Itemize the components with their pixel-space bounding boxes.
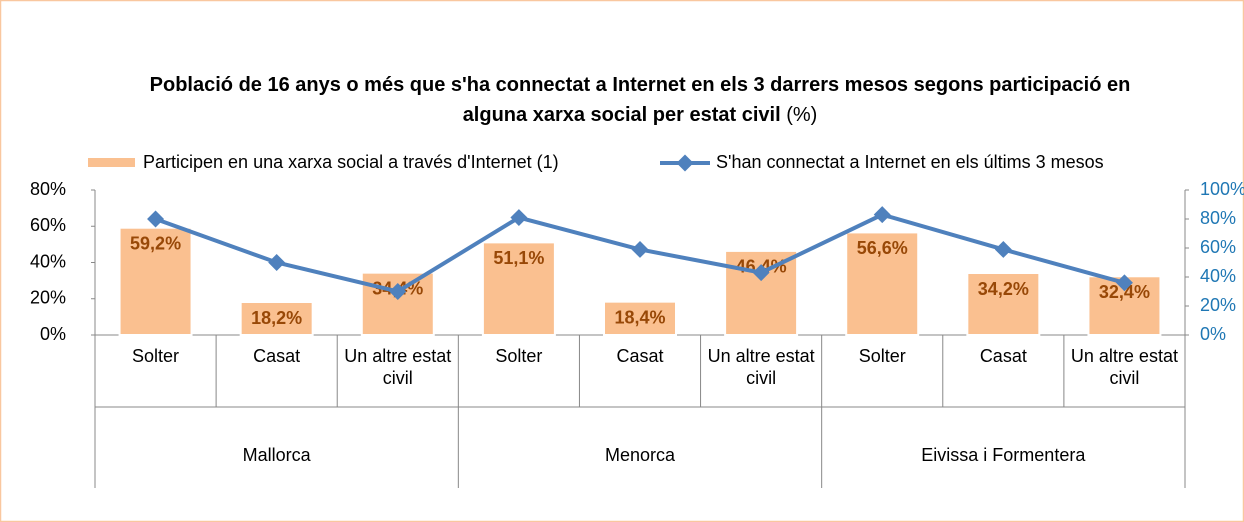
legend-label: S'han connectat a Internet en els últims… xyxy=(716,152,1104,172)
x-tick-label: Un altre estat civil xyxy=(344,346,452,388)
bar xyxy=(239,301,314,337)
group-label: Mallorca xyxy=(242,445,311,465)
data-label: 32,4% xyxy=(1099,282,1150,302)
bar xyxy=(481,241,556,337)
data-label: 18,4% xyxy=(614,307,665,327)
legend-swatch xyxy=(88,158,135,167)
x-tick-label-box: Solter xyxy=(132,346,180,366)
y2-tick-label: 0% xyxy=(1200,324,1226,344)
data-label: 56,6% xyxy=(857,238,908,258)
y2-tick-label: 60% xyxy=(1200,237,1236,257)
line-marker xyxy=(752,264,770,282)
x-tick-label: Casat xyxy=(253,346,301,366)
title-box: Població de 16 anys o més que s'ha conne… xyxy=(120,70,1160,130)
line-marker xyxy=(147,210,165,228)
chart-title: Població de 16 anys o més que s'ha conne… xyxy=(149,74,1131,126)
line-marker xyxy=(268,254,286,271)
data-label: 18,2% xyxy=(251,308,302,328)
line-marker xyxy=(389,283,407,300)
line-marker xyxy=(994,240,1012,258)
data-label: 59,2% xyxy=(130,233,181,253)
x-tick-label-box: Casat xyxy=(253,346,301,366)
line-marker xyxy=(510,209,528,227)
x-tick-label-box: Casat xyxy=(979,346,1027,366)
y-tick-label: 80% xyxy=(30,179,66,199)
bar xyxy=(845,231,920,337)
y-tick-label: 0% xyxy=(40,324,66,344)
data-label: 51,1% xyxy=(493,248,544,268)
x-tick-label-box: Un altre estat civil xyxy=(344,346,452,388)
x-tick-label: Casat xyxy=(616,346,664,366)
x-tick-label: Casat xyxy=(979,346,1027,366)
x-tick-label: Un altre estat civil xyxy=(1070,346,1178,388)
bar xyxy=(603,300,677,336)
chart-title-unit: (%) xyxy=(786,104,818,126)
x-tick-label-box: Solter xyxy=(495,346,543,366)
x-tick-label-box: Casat xyxy=(616,346,664,366)
y-tick-label: 20% xyxy=(30,288,66,308)
data-label: 34,2% xyxy=(978,279,1029,299)
group-label-box: Mallorca xyxy=(242,445,311,465)
chart-title-block: Població de 16 anys o més que s'ha conne… xyxy=(120,70,1160,130)
group-label-box: Menorca xyxy=(604,445,675,465)
x-tick-label-box: Un altre estat civil xyxy=(1070,346,1178,388)
line-marker xyxy=(631,240,649,258)
y2-tick-label: 80% xyxy=(1200,208,1236,228)
y2-tick-label: 20% xyxy=(1200,295,1236,315)
group-label: Menorca xyxy=(604,445,675,465)
x-tick-label: Un altre estat civil xyxy=(707,346,815,388)
line-marker xyxy=(873,206,891,224)
legend-marker xyxy=(676,154,694,172)
x-tick-label-box: Un altre estat civil xyxy=(707,346,815,388)
y2-tick-label: 100% xyxy=(1200,179,1244,199)
bar xyxy=(118,226,193,336)
legend-label: Participen en una xarxa social a través … xyxy=(143,152,559,172)
group-label-box: Eivissa i Formentera xyxy=(921,445,1086,465)
x-tick-label: Solter xyxy=(132,346,180,366)
x-tick-label-box: Solter xyxy=(858,346,906,366)
x-tick-label: Solter xyxy=(858,346,906,366)
bar xyxy=(966,272,1041,337)
group-label: Eivissa i Formentera xyxy=(921,445,1086,465)
y-tick-label: 60% xyxy=(30,215,66,235)
y2-tick-label: 40% xyxy=(1200,266,1236,286)
x-tick-label: Solter xyxy=(495,346,543,366)
y-tick-label: 40% xyxy=(30,251,66,271)
